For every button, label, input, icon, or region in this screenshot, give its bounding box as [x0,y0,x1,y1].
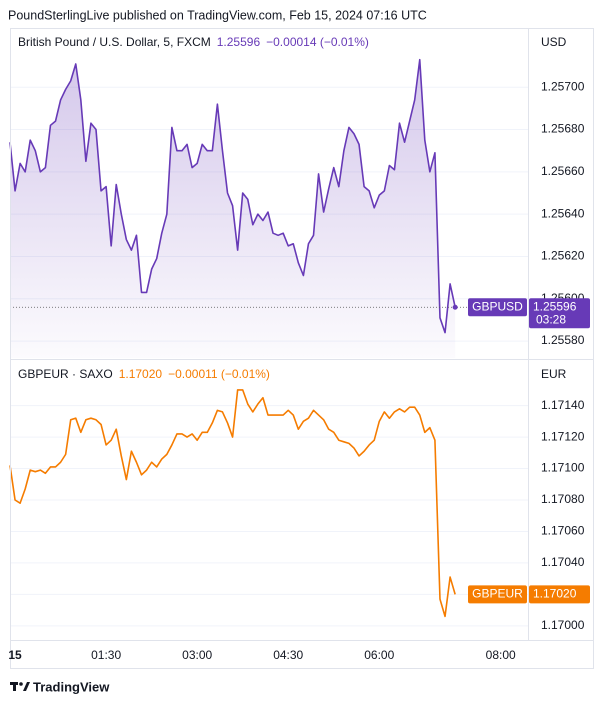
price-tag-text: 1.17020 [533,587,577,601]
chart-frame [10,28,594,669]
header-text: PoundSterlingLive published on TradingVi… [8,8,427,22]
currency-label: USD [541,35,567,49]
y-tick-label: 1.25660 [541,164,585,178]
price-line [9,389,456,618]
price-tag [529,298,590,329]
y-tick-label: 1.25680 [541,122,585,136]
price-tag [529,585,590,604]
legend-title: GBPEUR · SAXO [18,367,113,381]
countdown-text: 03:28 [536,312,566,326]
legend-last: 1.17020 [119,367,163,381]
chart-area [9,58,528,627]
y-tick-label: 1.17000 [541,618,585,632]
brand-logo [10,682,30,691]
x-tick-label: 03:00 [182,648,212,662]
last-point [452,304,458,310]
x-tick-label: 08:00 [486,648,516,662]
y-tick-label: 1.25620 [541,249,585,263]
symbol-tag-text: GBPEUR [472,587,523,601]
y-tick-label: 1.25580 [541,333,585,347]
legend: British Pound / U.S. Dollar, 5, FXCM 1.25… [18,35,369,49]
brand-name: TradingView [33,679,110,694]
y-tick-label: 1.25640 [541,206,585,220]
symbol-tag [468,298,527,317]
y-tick-label: 1.17100 [541,461,585,475]
legend-last: 1.25596 [217,35,261,49]
x-tick-label: 15 [8,648,22,662]
y-tick-label: 1.17080 [541,492,585,506]
y-tick-label: 1.17040 [541,555,585,569]
legend: GBPEUR · SAXO 1.17020 −0.00011 (−0.01%) [18,367,270,381]
overlay: 1.255801.256001.256201.256401.256601.256… [8,35,590,662]
symbol-tag [468,585,527,604]
legend-change: −0.00014 (−0.01%) [266,35,369,49]
legend-title: British Pound / U.S. Dollar, 5, FXCM [18,35,211,49]
x-tick-label: 04:30 [273,648,303,662]
price-tag-text: 1.25596 [533,299,577,313]
x-tick-label: 01:30 [91,648,121,662]
y-tick-label: 1.17060 [541,524,585,538]
y-tick-label: 1.17120 [541,429,585,443]
price-line [9,58,456,334]
x-tick-label: 06:00 [364,648,394,662]
legend-change: −0.00011 (−0.01%) [168,367,270,381]
y-tick-label: 1.17140 [541,398,585,412]
symbol-tag-text: GBPUSD [472,299,523,313]
y-tick-label: 1.25700 [541,79,585,93]
currency-label: EUR [541,367,567,381]
